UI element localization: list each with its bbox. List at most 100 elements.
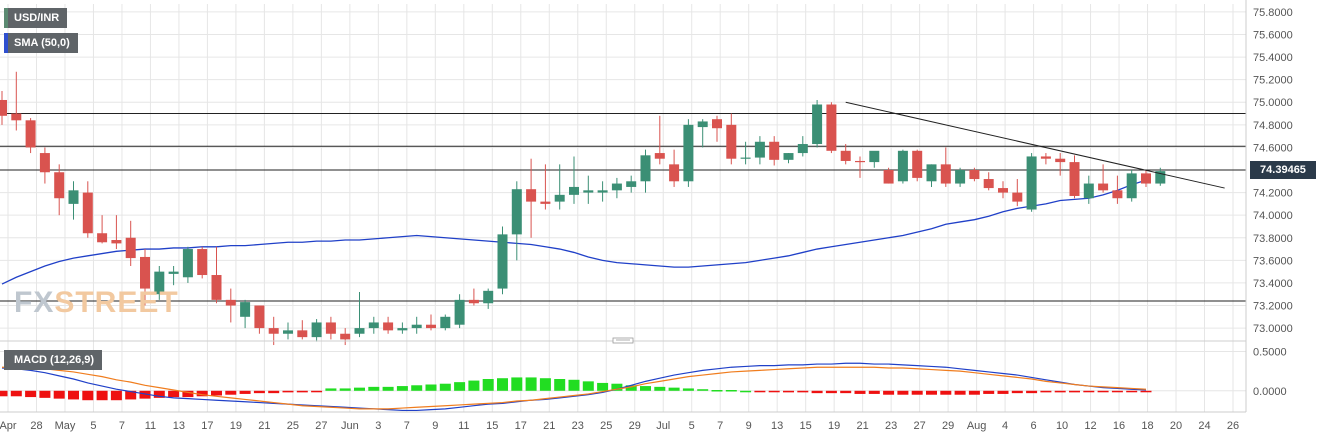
candle-down [11,113,22,121]
candle-up [440,316,451,329]
histogram-bar-negative [1140,390,1152,393]
candle-down [1012,192,1023,202]
y-tick-label: 75.2000 [1253,75,1293,87]
candle-down [1069,162,1080,196]
histogram-bar-negative [854,390,866,394]
x-tick-label: 25 [287,420,299,432]
histogram-bar-negative [1026,390,1038,394]
histogram-bar-negative [997,390,1009,394]
pair-badge: USD/INR [4,8,68,28]
histogram-bar-negative [897,390,909,395]
histogram-bar-negative [911,390,923,395]
histogram-bar-negative [883,390,895,395]
x-tick-label: 15 [486,420,498,432]
histogram-bar-negative [983,390,995,394]
x-tick-label: 20 [1170,420,1182,432]
candle-up [697,121,708,128]
histogram-bar-negative [68,390,79,400]
histogram-bar-positive [682,388,694,391]
histogram-bar-negative [0,390,8,397]
histogram-bar-positive [497,378,508,391]
histogram-bar-positive [325,388,337,391]
candle-up [240,302,251,317]
logo-fx: FX [14,286,55,319]
candle-up [168,271,179,274]
x-tick-label: 10 [1056,420,1068,432]
x-tick-label: 25 [600,420,612,432]
histogram-bar-positive [582,381,594,391]
x-tick-label: 29 [942,420,954,432]
y-tick-label: 73.4000 [1253,278,1293,290]
x-tick-label: 27 [315,420,327,432]
candle-up [797,144,808,154]
price-axis: 75.8000 75.6000 75.4000 75.2000 75.0000 74.80… [1245,0,1293,412]
y-tick-label: 73.6000 [1253,255,1293,267]
histogram-bar-negative [82,390,94,401]
histogram-bar-positive [568,379,580,391]
candle-down [82,192,93,234]
y-tick-label: 73.8000 [1253,233,1293,245]
candle-down [426,324,436,329]
x-tick-label: 7 [404,420,410,432]
histogram-bar-positive [468,380,480,391]
histogram-bar-negative [940,390,952,395]
histogram-bar-positive [354,387,365,391]
candle-down [211,275,222,300]
candle-down [940,164,951,184]
x-tick-label: 21 [258,420,270,432]
histogram-bar-positive [668,387,680,391]
candle-up [283,330,293,334]
histogram-bar-positive [539,378,551,391]
candle-down [268,328,279,334]
histogram-bar-negative [96,390,108,401]
candle-up [1126,173,1137,199]
histogram-bar-negative [168,390,180,398]
candle-down [826,104,837,151]
histogram-bar-positive [396,386,408,391]
y-tick-label: 74.2000 [1253,188,1293,200]
candle-down [254,305,265,329]
histogram-bar-positive [525,377,537,391]
histogram-bar-negative [268,390,280,394]
x-tick-label: 18 [1141,420,1153,432]
x-tick-label: 5 [689,420,695,432]
histogram-bar-positive [597,382,609,391]
candle-up [1083,183,1094,199]
candle-up [554,194,565,202]
date-axis: Apr 28 May 5 7 11 13 17 19 21 25 27 Jun 3 7 9 11 15 17 21 23… [0,411,1246,432]
histogram-bar-negative [253,390,265,394]
histogram-bar-negative [25,390,37,398]
x-tick-label: 6 [1031,420,1037,432]
histogram-bar-negative [1040,390,1052,393]
histogram-bar-negative [1011,390,1023,394]
candle-down [25,120,36,148]
y-tick-label: 75.4000 [1253,52,1293,64]
candle-up [955,170,966,184]
candle-down [325,322,336,334]
candle-down [197,249,208,276]
candle-down [712,119,722,129]
logo-street: STREET [54,286,179,319]
histogram-bar-negative [1083,390,1095,393]
histogram-bar-negative [282,390,294,393]
candle-up [454,299,465,325]
y-tick-label: 74.0000 [1253,210,1293,222]
histogram-bar-positive [611,383,623,391]
candles [0,71,1166,346]
histogram-bar-negative [53,390,65,399]
candle-down [39,153,50,173]
x-tick-label: Jul [656,420,670,432]
y-tick-label: 73.0000 [1253,323,1293,335]
x-tick-label: 7 [717,420,723,432]
panel-divider[interactable] [0,337,1246,344]
histogram-bar-negative [10,390,22,397]
y-tick-label: 74.8000 [1253,120,1293,132]
histogram-bar-negative [1054,390,1066,393]
histogram-bar-negative [239,390,251,394]
candle-up [611,183,622,191]
histogram-bar-negative [811,390,823,394]
histogram-bar-positive [339,388,351,391]
candle-up [926,164,937,182]
x-tick-label: 16 [1113,420,1125,432]
histogram-bar-negative [1111,390,1123,393]
